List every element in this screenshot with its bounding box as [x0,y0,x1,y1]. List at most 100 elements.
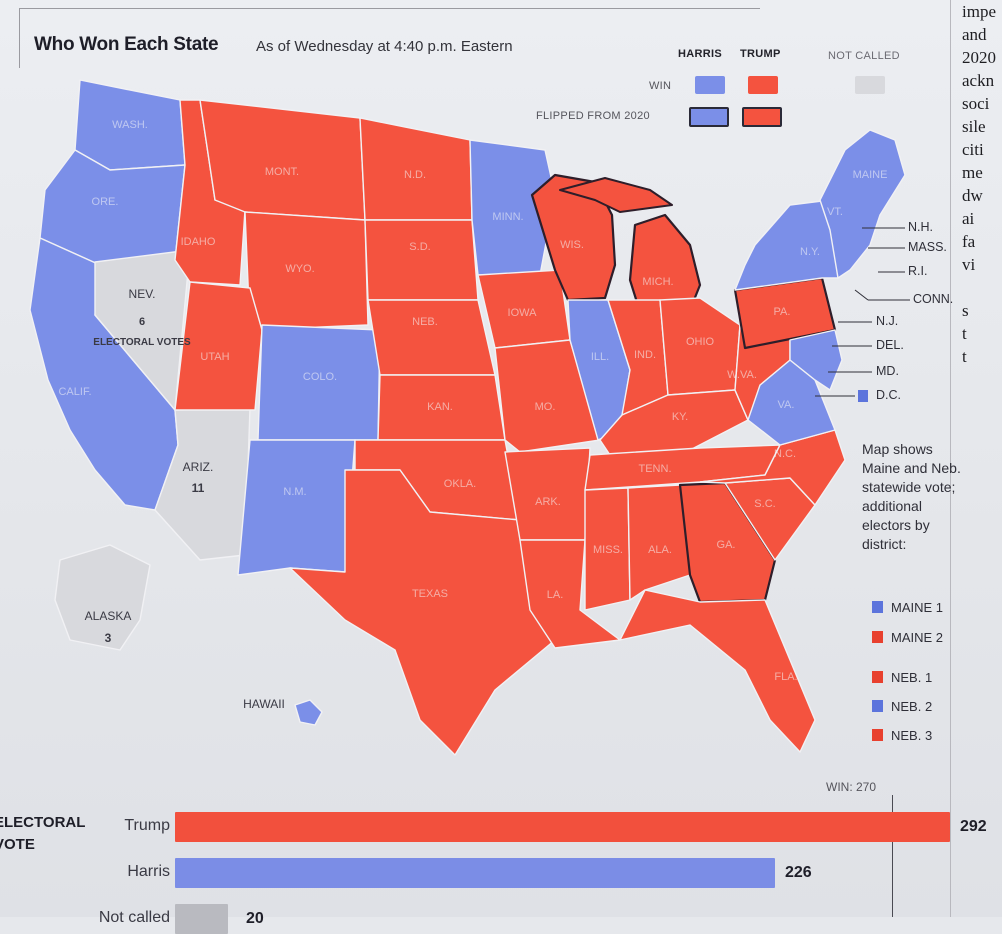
column-rule [950,0,951,917]
label-nc: N.C. [774,448,796,460]
state-miss [584,487,631,611]
alaska-name: ALASKA [85,609,132,623]
label-ga: GA. [717,539,736,551]
state-nj-md-de [789,329,843,391]
district-swatch [872,601,883,613]
district-item: MAINE 1 [872,600,943,615]
article-line: t [962,324,967,343]
bar-value-trump: 292 [960,818,987,835]
label-la: LA. [547,589,564,601]
label-texas: TEXAS [412,588,448,600]
label-ark: ARK. [535,496,561,508]
state-wis [530,173,617,302]
state-mich-up [559,177,673,213]
district-swatch [872,729,883,741]
legend-win-label: WIN [649,80,672,92]
ne-label-mass: MASS. [908,240,947,254]
label-wis: WIS. [560,239,584,251]
ne-label-conn: CONN. [913,292,954,306]
label-utah: UTAH [200,351,229,363]
win-threshold-label: WIN: 270 [826,780,877,794]
district-swatch [872,631,883,643]
legend-trump-win-swatch [748,76,778,94]
label-wash: WASH. [112,119,148,131]
bar-name-harris: Harris [127,863,170,880]
district-label: NEB. 1 [891,670,933,685]
label-calif: CALIF. [58,386,91,398]
article-line: vi [962,255,976,274]
label-ore: ORE. [92,196,119,208]
district-label: NEB. 3 [891,728,933,743]
bar-value-harris: 226 [785,864,812,881]
label-idaho: IDAHO [181,236,216,248]
label-nm: N.M. [283,486,306,498]
us-election-map: WASH. ORE. CALIF. IDAHO MONT. WYO. UTAH … [29,79,910,756]
district-item: NEB. 1 [872,670,932,685]
label-maine: MAINE [853,169,888,181]
legend-trump-heading: TRUMP [740,48,781,60]
nev-votes: 6 [139,316,145,328]
district-note: Map shows Maine and Neb. statewide vote;… [862,441,961,552]
label-minn: MINN. [492,211,523,223]
label-pa: PA. [774,306,791,318]
label-ala: ALA. [648,544,672,556]
hawaii-name: HAWAII [243,697,285,711]
state-utah [174,281,263,411]
district-item: MAINE 2 [872,630,943,645]
electoral-vote-label-line2: VOTE [0,836,35,853]
label-colo: COLO. [303,371,337,383]
article-line: soci [962,94,990,113]
ne-label-dc: D.C. [876,388,901,402]
state-hawaii [294,699,323,726]
label-iowa: IOWA [508,307,538,319]
top-rule [20,8,760,9]
article-line: s [962,301,969,320]
label-kan: KAN. [427,401,453,413]
state-neb [367,299,496,376]
ariz-votes: 11 [192,481,205,495]
win-threshold-line [892,795,893,917]
state-mont [199,99,366,221]
state-texas [289,469,556,756]
ne-label-nj: N.J. [876,314,899,328]
state-ala [627,484,691,601]
state-ark [504,447,591,541]
district-item: NEB. 3 [872,728,932,743]
electoral-vote-label: ELECTORAL VOTE [0,812,85,856]
label-ind: IND. [634,349,656,361]
legend-trump-flipped-swatch [742,107,782,127]
article-line: t [962,347,967,366]
article-line: sile [962,117,986,136]
article-line: fa [962,232,976,251]
electoral-vote-label-line1: ELECTORAL [0,814,86,831]
bar-trump [175,812,950,842]
label-miss: MISS. [593,544,623,556]
ne-label-nh: N.H. [908,220,933,234]
ariz-name: ARIZ. [183,460,214,474]
article-line: 2020 [962,48,996,67]
label-va: VA. [778,399,795,411]
label-ohio: OHIO [686,336,715,348]
label-wyo: WYO. [285,263,314,275]
label-fla: FLA. [774,671,797,683]
label-nd: N.D. [404,169,426,181]
graphic-title: Who Won Each State [34,34,219,55]
district-label: NEB. 2 [891,699,933,714]
label-mich: MICH. [642,276,673,288]
district-label: MAINE 1 [891,600,944,615]
state-new-england [819,129,906,279]
alaska-votes: 3 [105,631,112,645]
label-wva: W.VA. [727,369,757,381]
state-fla [619,589,816,753]
label-vt: VT. [827,206,843,218]
bar-value-not-called: 20 [246,910,264,927]
bar-not-called [175,904,228,934]
state-sd [364,219,479,301]
state-mich [628,213,702,314]
article-line: citi [962,140,984,159]
nev-caption: ELECTORAL VOTES [93,337,191,348]
label-ny: N.Y. [800,246,820,258]
article-line: ai [962,209,975,228]
legend-not-called-heading: NOT CALLED [828,50,900,62]
